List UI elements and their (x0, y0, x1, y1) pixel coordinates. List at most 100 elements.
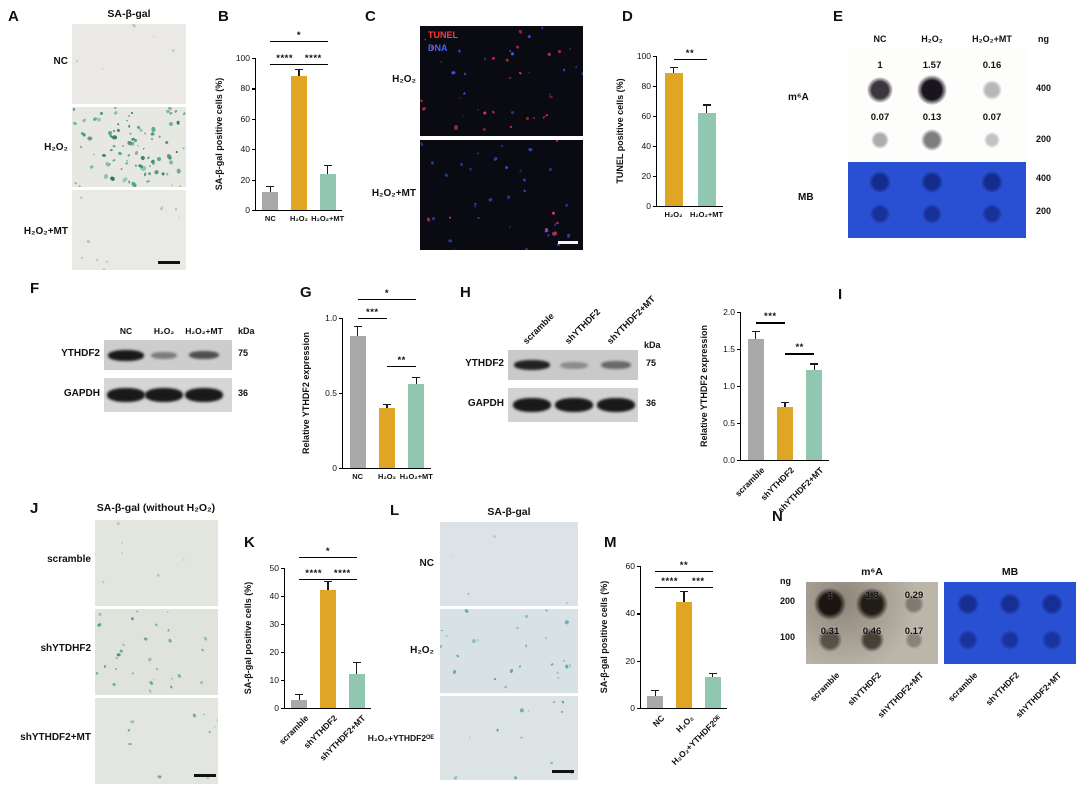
micrograph-sabgal-ythdf2-oe (440, 696, 578, 780)
y-tick-mark (252, 149, 256, 151)
y-axis-label: TUNEL positive cells (%) (615, 78, 625, 184)
error-bar (298, 695, 300, 700)
ng-row-label: 200 (1036, 206, 1052, 216)
error-bar (357, 327, 359, 336)
bar-NC (262, 191, 279, 210)
micrograph-sabgal-scramble (95, 520, 218, 606)
row-label: shYTDHF2 (40, 643, 91, 654)
significance-line (387, 366, 417, 368)
methylene-blue-blot (848, 162, 1026, 238)
significance-label: *** (366, 307, 379, 318)
error-bar (269, 187, 271, 192)
row-label: shYTHDF2+MT (20, 732, 91, 743)
y-tick-label: 20 (625, 655, 635, 666)
blot-dot (856, 588, 888, 620)
western-band (107, 388, 145, 402)
y-tick-mark (281, 652, 285, 654)
western-band (108, 349, 144, 361)
blot-dot (904, 594, 924, 614)
blot-dot (999, 593, 1021, 615)
row-label: H₂O₂+MT (23, 226, 68, 237)
kda-label: kDa (238, 326, 255, 336)
m6a-quant: 0.13 (922, 112, 942, 123)
x-category-label: H₂O₂+MT (399, 472, 433, 481)
error-bar (327, 582, 329, 591)
y-tick-label: 0.5 (723, 418, 735, 428)
y-axis-label: SA-β-gal positive cells (%) (599, 580, 609, 694)
m6a-quant: 0.46 (862, 626, 882, 637)
scale-bar (158, 261, 180, 264)
significance-line (299, 579, 328, 581)
significance-line (655, 587, 684, 589)
y-tick-mark (653, 56, 657, 58)
y-tick-label: 40 (641, 141, 651, 151)
bar-H₂O₂ (291, 76, 307, 210)
error-bar (672, 68, 675, 73)
western-band (555, 398, 593, 412)
fluorescence-tunel-h2o2-mt (420, 140, 583, 250)
y-tick-mark (653, 116, 657, 118)
y-tick-label: 10 (269, 675, 279, 685)
significance-label: **** (305, 568, 323, 580)
error-bar (712, 673, 714, 678)
blot-dot (867, 77, 893, 103)
error-bar-cap (412, 376, 421, 378)
significance-label: **** (661, 576, 679, 588)
error-bar-cap (751, 330, 760, 332)
error-bar (705, 105, 708, 113)
y-tick-label: 1.0 (325, 313, 337, 323)
western-band-strip-ythdf2 (508, 350, 638, 380)
y-tick-label: 40 (625, 608, 635, 619)
blot-dot (917, 75, 947, 105)
legend-dna: DNA (428, 43, 448, 53)
panel-label-a: A (8, 8, 19, 25)
error-bar (356, 663, 358, 675)
y-tick-label: 1.0 (723, 381, 735, 391)
micrograph-sabgal-nc2 (440, 522, 578, 606)
blot-dot (957, 593, 979, 615)
bar-H₂O₂+MT (697, 113, 716, 206)
significance-label: *** (692, 576, 705, 588)
panel-label-k: K (244, 534, 255, 551)
x-category-label: H₂O₂ (290, 214, 308, 223)
significance-label: ** (685, 48, 695, 59)
bar-scramble (747, 339, 764, 460)
blot-dot (869, 171, 891, 193)
scale-bar (558, 241, 578, 244)
bar-shYTHDF2+MT (348, 674, 365, 708)
y-tick-mark (281, 708, 285, 710)
chart-sabgal-positive-cells-sh: 0 10 20 30 40 50 scramble shYTHDF2 shYTHDF2+MT **… (240, 540, 385, 775)
y-tick-mark (339, 468, 343, 470)
error-bar-cap (702, 104, 711, 106)
chart-sabgal-positive-cells: 0 20 40 60 80 100 NC H₂O₂ H₂O₂+MT **** **** * SA-β-g… (213, 30, 358, 250)
bar-H₂O₂+MT (408, 384, 425, 468)
y-tick-label: 0 (274, 703, 279, 713)
y-axis-label: SA-β-gal positive cells (%) (214, 77, 224, 191)
y-tick-label: 40 (240, 144, 250, 155)
y-tick-label: 20 (641, 171, 651, 181)
blot-col-label: H₂O₂ (921, 34, 943, 44)
blot-dot (814, 588, 846, 620)
blot-dot (905, 631, 923, 649)
row-label: scramble (47, 554, 91, 565)
y-tick-mark (281, 596, 285, 598)
y-tick-mark (281, 568, 285, 570)
y-tick-mark (252, 88, 256, 90)
micrograph-sabgal-nc (72, 24, 186, 104)
ng-row-label: 200 (780, 596, 796, 606)
error-bar (784, 403, 786, 407)
y-tick-mark (281, 680, 285, 682)
y-tick-label: 30 (269, 619, 279, 629)
y-tick-mark (281, 624, 285, 626)
panel-label-g: G (300, 284, 312, 301)
western-band (145, 388, 183, 402)
blot-dot (982, 80, 1002, 100)
bar-H₂O₂ (676, 601, 692, 708)
m6a-dot-blot (848, 48, 1026, 160)
m6a-quant: 1 (877, 60, 883, 71)
molecular-weight: 36 (238, 388, 249, 398)
ng-unit-label: ng (1038, 34, 1049, 44)
bar-H₂O₂+MT (319, 173, 336, 210)
y-tick-mark (637, 708, 641, 710)
y-tick-label: 50 (269, 563, 279, 573)
